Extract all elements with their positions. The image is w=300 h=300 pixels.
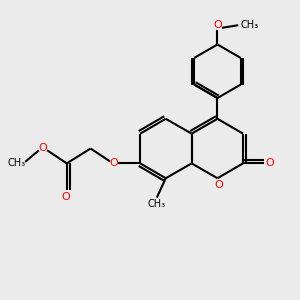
Text: CH₃: CH₃ (148, 199, 166, 209)
Text: CH₃: CH₃ (241, 20, 259, 30)
Text: O: O (266, 158, 274, 168)
Text: O: O (214, 180, 223, 190)
Text: O: O (213, 20, 222, 30)
Text: O: O (110, 158, 118, 168)
Text: O: O (61, 192, 70, 202)
Text: O: O (39, 143, 47, 153)
Text: CH₃: CH₃ (7, 158, 25, 168)
